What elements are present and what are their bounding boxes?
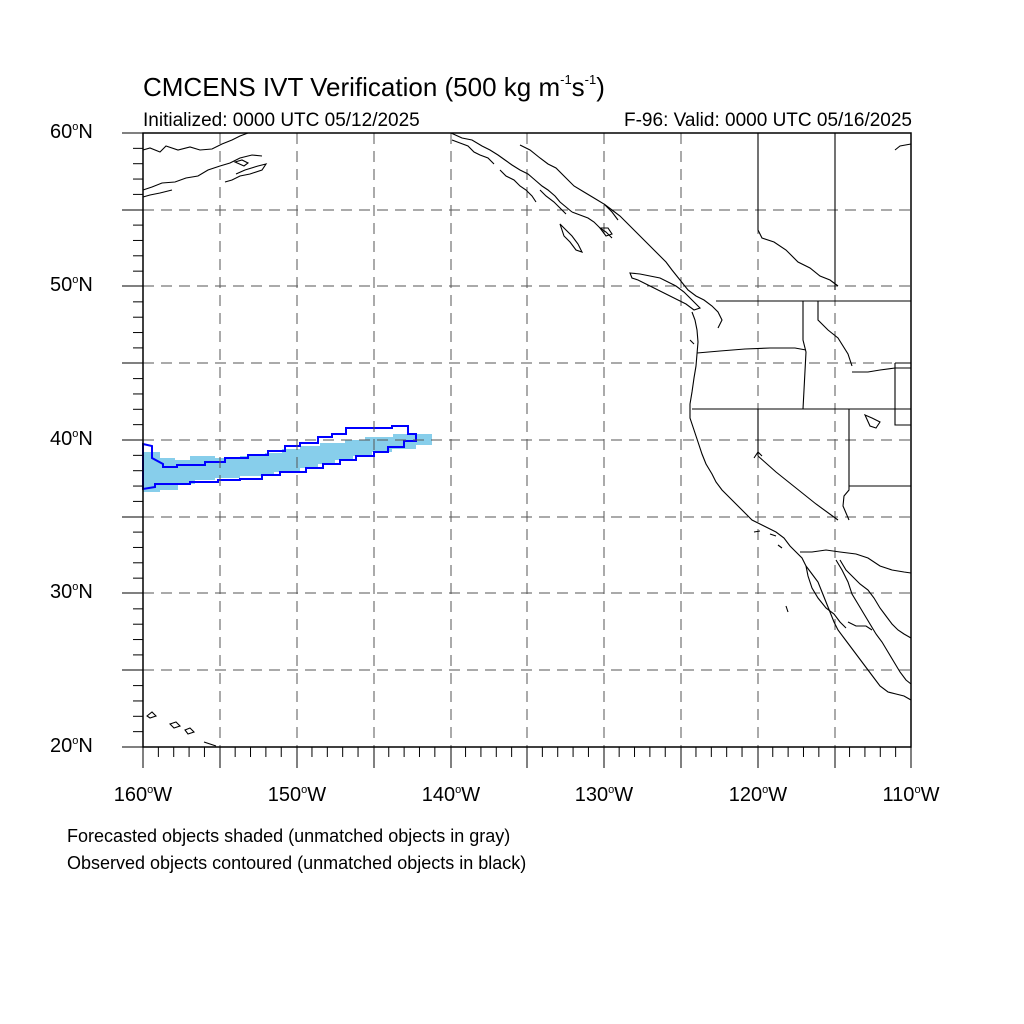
legend-forecast-note: Forecasted objects shaded (unmatched obj… <box>67 826 511 846</box>
lat-label-40n: 40oN <box>50 428 93 450</box>
lon-label-110w: 110oW <box>882 784 940 806</box>
lat-label-30n: 30oN <box>50 581 93 603</box>
lat-label-20n: 20oN <box>50 735 93 757</box>
lat-lon-grid <box>143 133 911 747</box>
forecast-object <box>143 434 432 492</box>
lat-label-50n: 50oN <box>50 274 93 296</box>
lon-label-160w: 160oW <box>113 784 173 806</box>
valid-time: F-96: Valid: 0000 UTC 05/16/2025 <box>624 110 912 131</box>
observed-contour <box>142 425 417 491</box>
lat-label-60n: 60oN <box>50 121 93 143</box>
minor-ticks <box>133 147 897 757</box>
lon-label-140w: 140oW <box>421 784 481 806</box>
legend-observed-note: Observed objects contoured (unmatched ob… <box>67 853 527 873</box>
lon-label-120w: 120oW <box>728 784 788 806</box>
lon-label-150w: 150oW <box>267 784 327 806</box>
axis-ticks <box>122 132 912 768</box>
coastlines <box>142 132 912 747</box>
map-title: CMCENS IVT Verification (500 kg m-1s-1) <box>143 72 605 102</box>
initialized-time: Initialized: 0000 UTC 05/12/2025 <box>143 110 420 131</box>
lon-label-130w: 130oW <box>574 784 634 806</box>
